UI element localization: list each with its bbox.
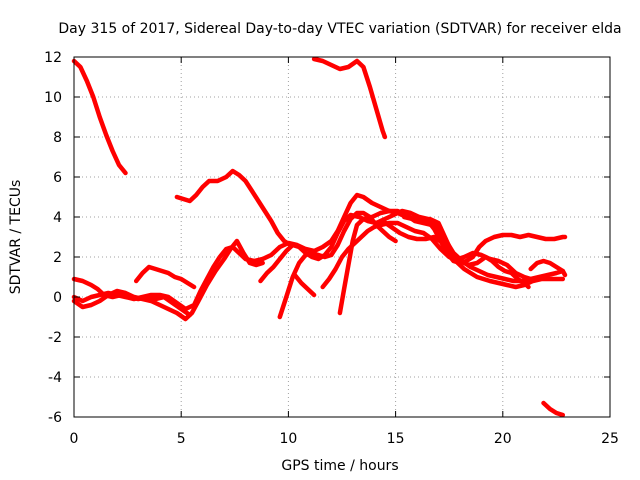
plot-frame xyxy=(73,56,611,418)
x-tick-label: 25 xyxy=(601,431,619,447)
y-tick-label: -2 xyxy=(48,330,62,346)
x-tick-label: 15 xyxy=(387,431,405,447)
series-track-10 xyxy=(292,272,317,298)
x-axis-label: GPS time / hours xyxy=(281,458,398,474)
y-tick-label: 12 xyxy=(44,50,62,66)
chart-title: Day 315 of 2017, Sidereal Day-to-day VTE… xyxy=(58,21,621,37)
x-tick-label: 5 xyxy=(177,431,186,447)
series-track-16 xyxy=(528,258,568,278)
x-tick-label: 0 xyxy=(70,431,79,447)
series-track-1 xyxy=(71,58,128,176)
y-tick-label: 0 xyxy=(53,290,62,306)
y-tick-label: -4 xyxy=(48,370,62,386)
x-tick-label: 20 xyxy=(494,431,512,447)
series-track-7 xyxy=(133,264,197,290)
y-tick-label: 8 xyxy=(53,130,62,146)
x-tick-label: 10 xyxy=(279,431,297,447)
y-tick-label: 4 xyxy=(53,210,62,226)
series-track-17 xyxy=(541,400,566,418)
tick-labels: 0 5 10 15 20 25 -6 -4 -2 0 2 4 6 8 10 12 xyxy=(44,50,619,447)
y-axis-label: SDTVAR / TECUs xyxy=(8,180,24,295)
plot-area xyxy=(71,56,568,418)
y-tick-label: -6 xyxy=(48,410,62,426)
series-track-15 xyxy=(425,218,568,266)
series-track-2 xyxy=(311,56,388,140)
y-tick-label: 2 xyxy=(53,250,62,266)
y-tick-label: 10 xyxy=(44,90,62,106)
y-tick-label: 6 xyxy=(53,170,62,186)
series-track-6 xyxy=(71,192,424,312)
axis-ticks xyxy=(73,56,611,418)
series-track-3 xyxy=(174,168,293,248)
